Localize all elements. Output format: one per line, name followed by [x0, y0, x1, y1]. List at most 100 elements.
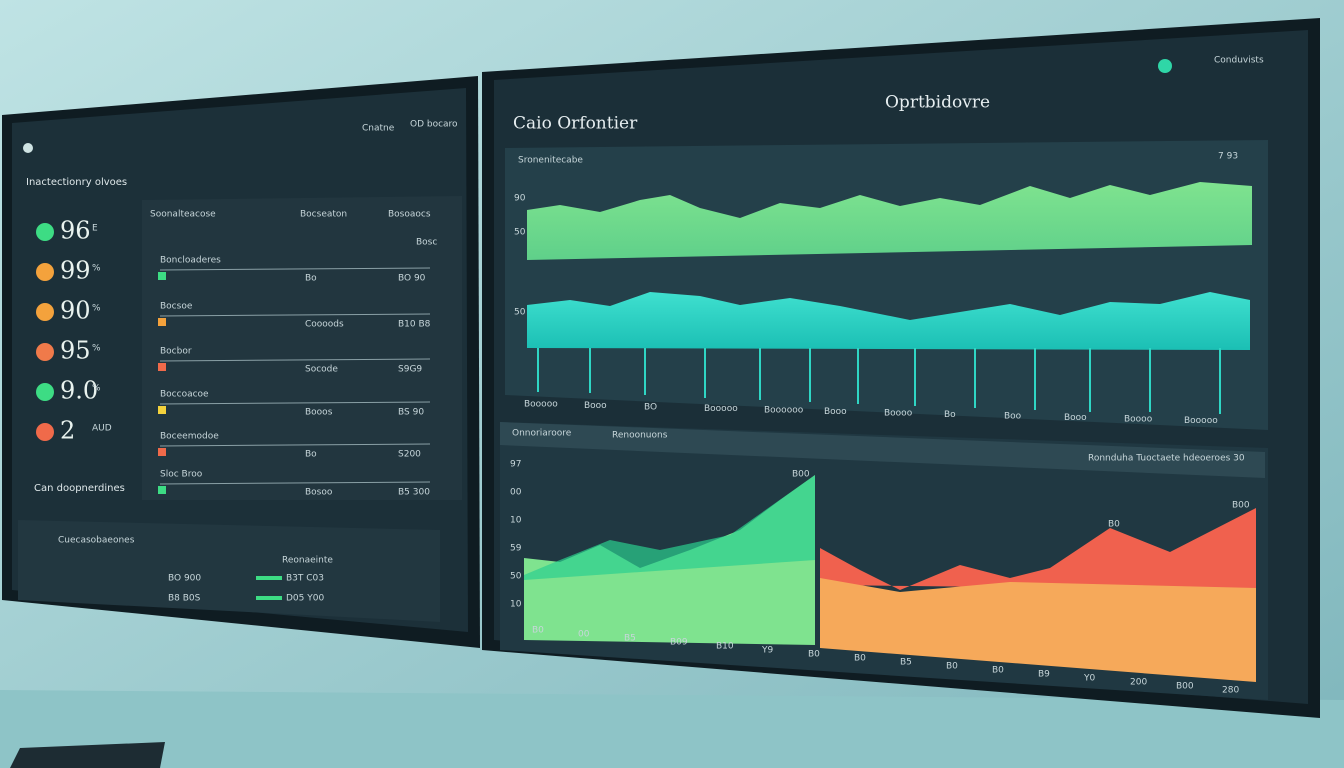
- kpi-value: 95: [60, 337, 91, 365]
- row-icon: [158, 486, 166, 494]
- row-line: [159, 267, 431, 271]
- bottom-title: Cuecasobaeones: [58, 536, 135, 546]
- x-label: 00: [578, 630, 590, 640]
- peak-label: B0: [1108, 520, 1120, 530]
- x-label: Booo: [824, 407, 847, 417]
- x-label: B9: [1038, 670, 1050, 680]
- x-label: Booo: [584, 401, 607, 411]
- x-label: B0: [808, 650, 820, 660]
- table-cell: Boccoacoe: [160, 390, 209, 400]
- y-label: 90: [514, 194, 526, 204]
- legend: Ronnduha Tuoctaete hdeoeroes 30: [1088, 454, 1245, 464]
- footer-label: Can doopnerdines: [34, 483, 125, 494]
- desk: [0, 690, 1344, 768]
- x-label: Booooo: [704, 404, 738, 414]
- table-cell: Bo: [305, 274, 317, 284]
- kpi-value: 99: [60, 257, 91, 285]
- kpi-icon: [36, 383, 54, 401]
- kpi-unit: AUD: [92, 424, 112, 434]
- table-header: Soonalteacose: [150, 210, 216, 220]
- bottom-area-green-dark: [524, 475, 815, 580]
- y-label: 10: [510, 600, 522, 610]
- row-line: [159, 481, 431, 485]
- kpi-icon: [36, 423, 54, 441]
- subtitle: Inactectionry olvoes: [26, 177, 127, 188]
- x-label: 280: [1222, 686, 1239, 696]
- x-label: B5: [624, 634, 636, 644]
- table-header: Bocseaton: [300, 210, 347, 220]
- header-link: Cnatne: [362, 124, 395, 134]
- kpi-unit: %: [92, 304, 101, 314]
- chart-value: 7 93: [1218, 152, 1238, 162]
- table-header: Bosoaocs: [388, 210, 431, 220]
- kpi-value: 96: [60, 217, 91, 245]
- x-label: BO: [644, 403, 657, 413]
- table-panel: [142, 196, 462, 500]
- texts: Cnatne OD bocaro Inactectionry olvoes 96 E 99…: [26, 56, 1264, 696]
- table-cell: B10 B8: [398, 320, 431, 330]
- kpi-value: 2: [60, 417, 75, 445]
- bottom-area-red: [820, 508, 1256, 590]
- chart-title: Sronenitecabe: [518, 156, 583, 166]
- table-cell: Boncloaderes: [160, 256, 221, 266]
- x-label: B0: [946, 662, 958, 672]
- table-cell: S9G9: [398, 365, 422, 375]
- y-label: 00: [510, 488, 522, 498]
- row-icon: [158, 363, 166, 371]
- x-label: B00: [1176, 682, 1194, 692]
- table-cell: B5 300: [398, 488, 430, 498]
- x-label: B09: [670, 638, 688, 648]
- bottom-cell: BO 900: [168, 574, 201, 584]
- x-label: Boooo: [884, 409, 913, 419]
- keyboard: [10, 742, 165, 768]
- x-label: Bo: [944, 410, 956, 420]
- kpi-icon: [36, 263, 54, 281]
- row-icon: [158, 448, 166, 456]
- table-cell: Bosoo: [305, 488, 333, 498]
- y-label: 50: [514, 308, 526, 318]
- kpi-unit: %: [92, 344, 101, 354]
- top-area-green: [527, 182, 1252, 260]
- table-cell: Boceemodoe: [160, 432, 219, 442]
- table-cell: Bocsoe: [160, 302, 193, 312]
- bottom-bar: [256, 576, 282, 580]
- top-chart-panel: [505, 140, 1268, 430]
- table-cell: BO 90: [398, 274, 426, 284]
- row-icon: [158, 318, 166, 326]
- kpi-unit: E: [92, 224, 98, 234]
- table-note: Bosc: [416, 238, 437, 248]
- bottom-area-orange: [820, 578, 1256, 682]
- tab: Onnoriaroore: [512, 429, 572, 439]
- top-area-teal: [527, 292, 1250, 350]
- x-label: Boooo: [1124, 415, 1153, 425]
- x-label: Y9: [761, 646, 773, 656]
- kpi-value: 90: [60, 297, 91, 325]
- x-label: B5: [900, 658, 912, 668]
- bottom-cell: D05 Y00: [286, 594, 324, 604]
- x-label: B0: [532, 626, 544, 636]
- x-label: Boooooo: [764, 406, 804, 416]
- bottom-cell: B8 B0S: [168, 594, 201, 604]
- x-label: B0: [992, 666, 1004, 676]
- y-label: 10: [510, 516, 522, 526]
- peak-label: B00: [792, 470, 810, 480]
- y-label: 50: [510, 572, 522, 582]
- kpi-icon: [36, 343, 54, 361]
- x-label: Booooo: [1184, 416, 1218, 426]
- table-cell: Bo: [305, 450, 317, 460]
- x-label: 200: [1130, 678, 1147, 688]
- x-label: Booo: [1064, 413, 1087, 423]
- kpi-value: 9.0: [60, 377, 98, 405]
- bottom-cell: B3T C03: [286, 574, 324, 584]
- bottom-chart-header: [500, 422, 1265, 478]
- kpi-icon: [36, 303, 54, 321]
- title: Caio Orfontier: [513, 114, 638, 134]
- x-label: Boo: [1004, 412, 1022, 422]
- bottom-bar: [256, 596, 282, 600]
- bottom-header: Reonaeinte: [282, 556, 333, 566]
- table-cell: Coooods: [305, 320, 344, 330]
- row-line: [159, 443, 431, 447]
- table-cell: Sloc Broo: [160, 470, 203, 480]
